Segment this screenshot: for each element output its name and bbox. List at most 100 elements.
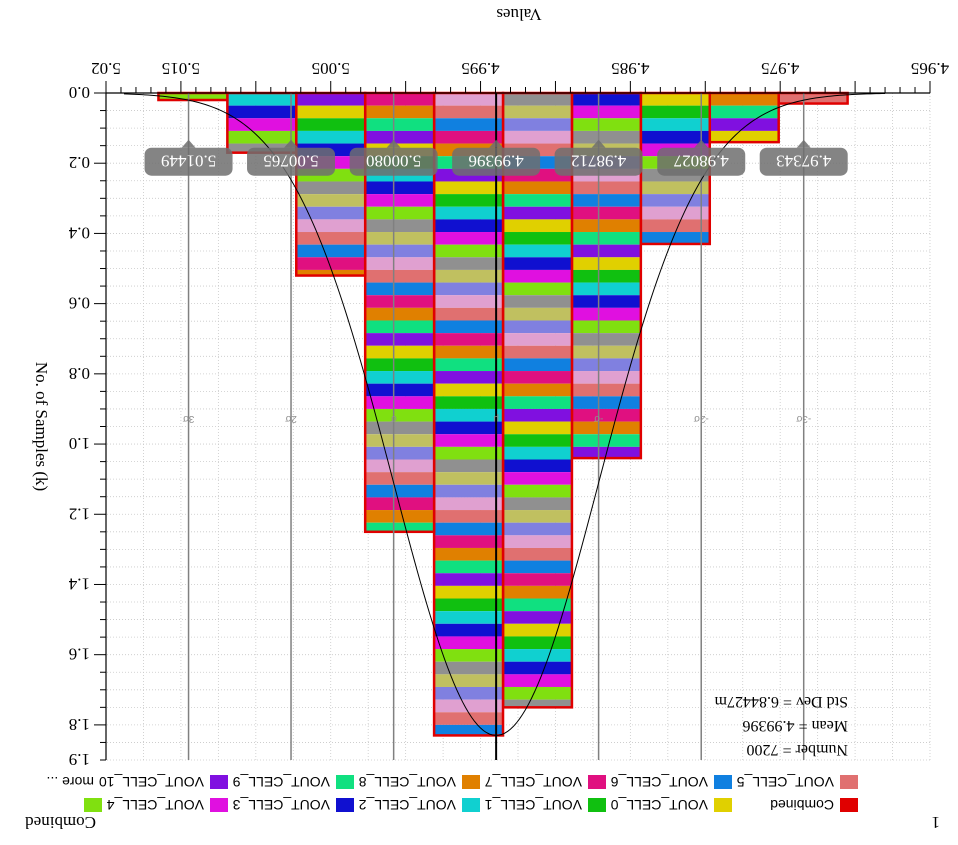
bar-band	[434, 421, 504, 435]
bar-band	[365, 472, 435, 485]
bar-band	[571, 206, 641, 220]
legend-label: VOUT_CELL_5	[737, 774, 834, 790]
x-tick-label: 4.965	[911, 59, 949, 78]
y-tick-label: 1.8	[69, 715, 90, 734]
legend-item[interactable]: VOUT_CELL_6	[611, 774, 732, 790]
bar-band	[365, 181, 435, 195]
bar-band	[503, 269, 572, 283]
legend-item[interactable]: VOUT_CELL_9	[233, 774, 354, 790]
legend-swatch	[336, 798, 354, 812]
bar-band	[640, 206, 710, 220]
legend-swatch	[336, 775, 354, 789]
callout-box	[759, 147, 848, 176]
bar-band	[365, 434, 435, 447]
bar-band	[434, 434, 504, 447]
bar-band	[571, 219, 641, 233]
bar-band	[296, 93, 366, 106]
bar-band	[503, 219, 572, 233]
legend-swatch	[210, 798, 228, 812]
legend-swatch	[840, 798, 858, 812]
callout-pointer	[284, 139, 299, 148]
legend-item[interactable]: VOUT_CELL_8	[359, 774, 480, 790]
marker-value: 5.01449	[161, 152, 216, 171]
marker-value: 4.99396	[469, 152, 524, 171]
bar-band	[503, 307, 572, 321]
legend-label: VOUT_CELL_3	[233, 797, 330, 813]
bar-band	[434, 636, 504, 650]
callout-box	[247, 147, 336, 176]
bar-band	[640, 130, 710, 144]
bar-band	[365, 130, 435, 144]
sigma-label: 3σ	[182, 413, 195, 424]
marker-value-callout: 4.97343	[759, 139, 848, 176]
bar-band	[571, 396, 641, 409]
bar-band	[571, 408, 641, 422]
legend-label: Combined	[770, 797, 834, 813]
bar-band	[571, 269, 641, 283]
bar-band	[365, 105, 435, 119]
sigma-label: -2σ	[693, 413, 709, 424]
legend-label: VOUT_CELL_1	[485, 797, 582, 813]
bar-band	[227, 105, 297, 119]
callout-pointer	[796, 139, 811, 148]
y-tick-label: 1.6	[69, 645, 90, 664]
bar-band	[434, 674, 504, 687]
legend-item[interactable]: VOUT_CELL_4	[107, 797, 228, 813]
bar-band	[365, 510, 435, 523]
legend-item[interactable]	[84, 798, 102, 812]
legend-swatch	[210, 775, 228, 789]
legend-label: VOUT_CELL_10	[99, 774, 204, 790]
normal-curve	[123, 92, 886, 736]
bar-band	[365, 93, 435, 106]
bar-band	[434, 206, 504, 220]
bar-band	[434, 446, 504, 460]
legend-swatch	[462, 775, 480, 789]
legend-item[interactable]: Combined	[770, 797, 858, 813]
legend-item[interactable]: VOUT_CELL_0	[611, 797, 732, 813]
legend[interactable]: Combined VOUT_CELL_0 VOUT_CELL_1 VOUT_CELL_…	[47, 774, 858, 813]
histogram-bar	[226, 91, 298, 154]
bar-band	[640, 118, 710, 131]
bar-band	[296, 257, 366, 270]
legend-label: VOUT_CELL_7	[485, 774, 582, 790]
bar-band	[571, 358, 641, 372]
stats-std: Std Dev = 6.84427m	[714, 693, 848, 710]
bar-band	[571, 257, 641, 270]
callout-pointer	[489, 139, 504, 148]
bar-band	[434, 105, 504, 119]
bar-band	[227, 130, 297, 144]
bar-band	[503, 434, 572, 447]
bar-band	[227, 118, 297, 131]
sigma-label: -σ	[593, 413, 603, 424]
legend-item[interactable]: VOUT_CELL_3	[233, 797, 354, 813]
legend-item[interactable]: VOUT_CELL_5	[737, 774, 858, 790]
bar-band	[365, 446, 435, 460]
y-tick-label: 0.2	[69, 153, 90, 172]
bar-band	[296, 244, 366, 258]
bar-band	[571, 345, 641, 359]
legend-item[interactable]: VOUT_CELL_7	[485, 774, 606, 790]
bar-band	[503, 510, 572, 523]
bar-band	[434, 371, 504, 384]
legend-item[interactable]: VOUT_CELL_2	[359, 797, 480, 813]
x-tick-label: 5.015	[162, 59, 200, 78]
x-tick-label: 5.02	[91, 59, 121, 78]
bins	[157, 91, 849, 737]
y-tick-label: 0.0	[69, 83, 90, 102]
histogram-bar	[501, 91, 574, 709]
bar-band	[503, 535, 572, 548]
bar-band	[434, 510, 504, 523]
marker-value-callout: 5.00765	[247, 139, 336, 176]
legend-item[interactable]: VOUT_CELL_10	[99, 774, 228, 790]
bar-band	[571, 244, 641, 258]
y-tick-label: 1.2	[69, 504, 90, 523]
bar-band	[503, 699, 572, 708]
bar-band	[434, 282, 504, 296]
legend-more-link[interactable]: more ...	[47, 774, 94, 790]
legend-item[interactable]: VOUT_CELL_1	[485, 797, 606, 813]
bar-band	[709, 93, 779, 106]
legend-label: VOUT_CELL_8	[359, 774, 456, 790]
corner-label-left: 1	[932, 813, 941, 832]
